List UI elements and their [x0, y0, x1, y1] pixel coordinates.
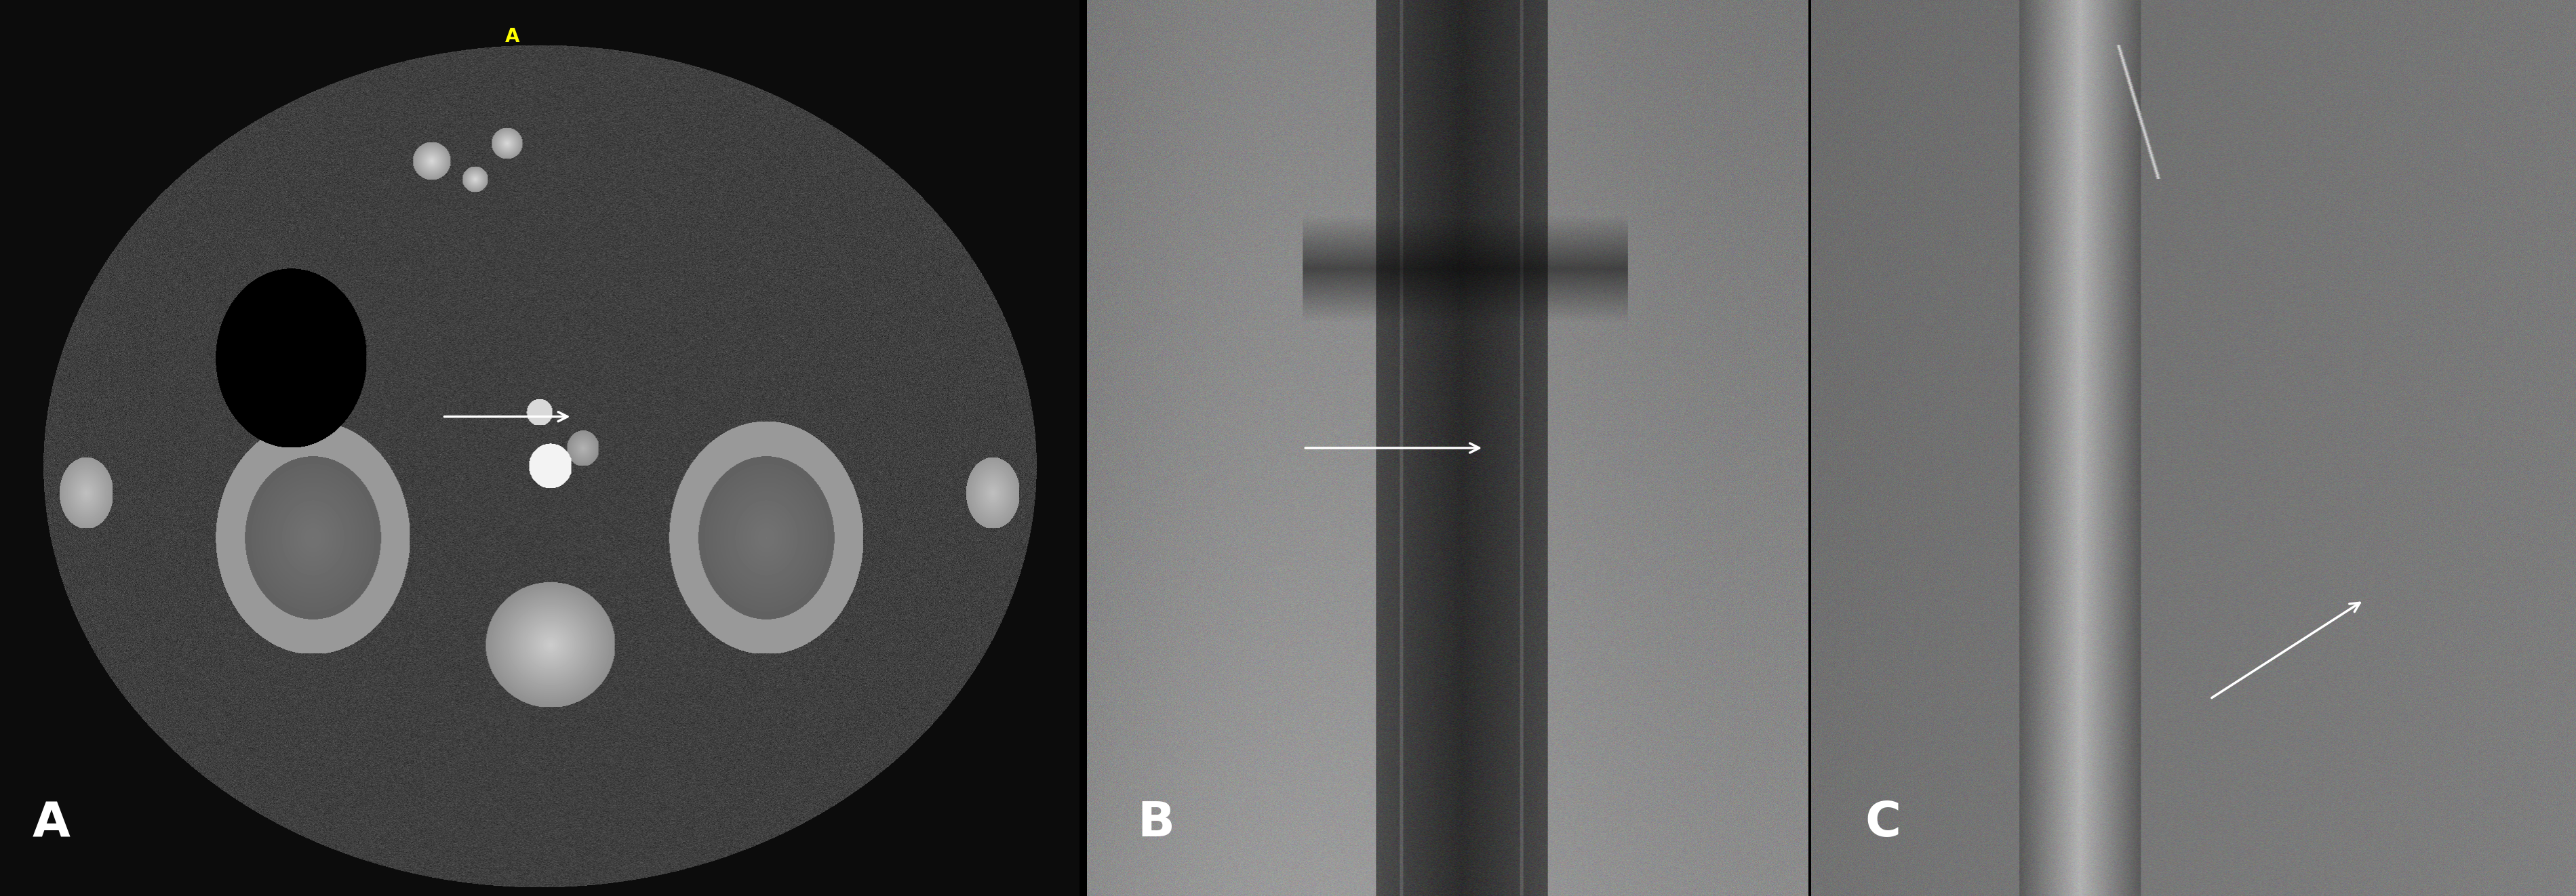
Text: C: C	[1865, 800, 1901, 847]
Text: B: B	[1139, 800, 1175, 847]
Text: A: A	[33, 800, 70, 847]
Text: A: A	[505, 27, 520, 46]
